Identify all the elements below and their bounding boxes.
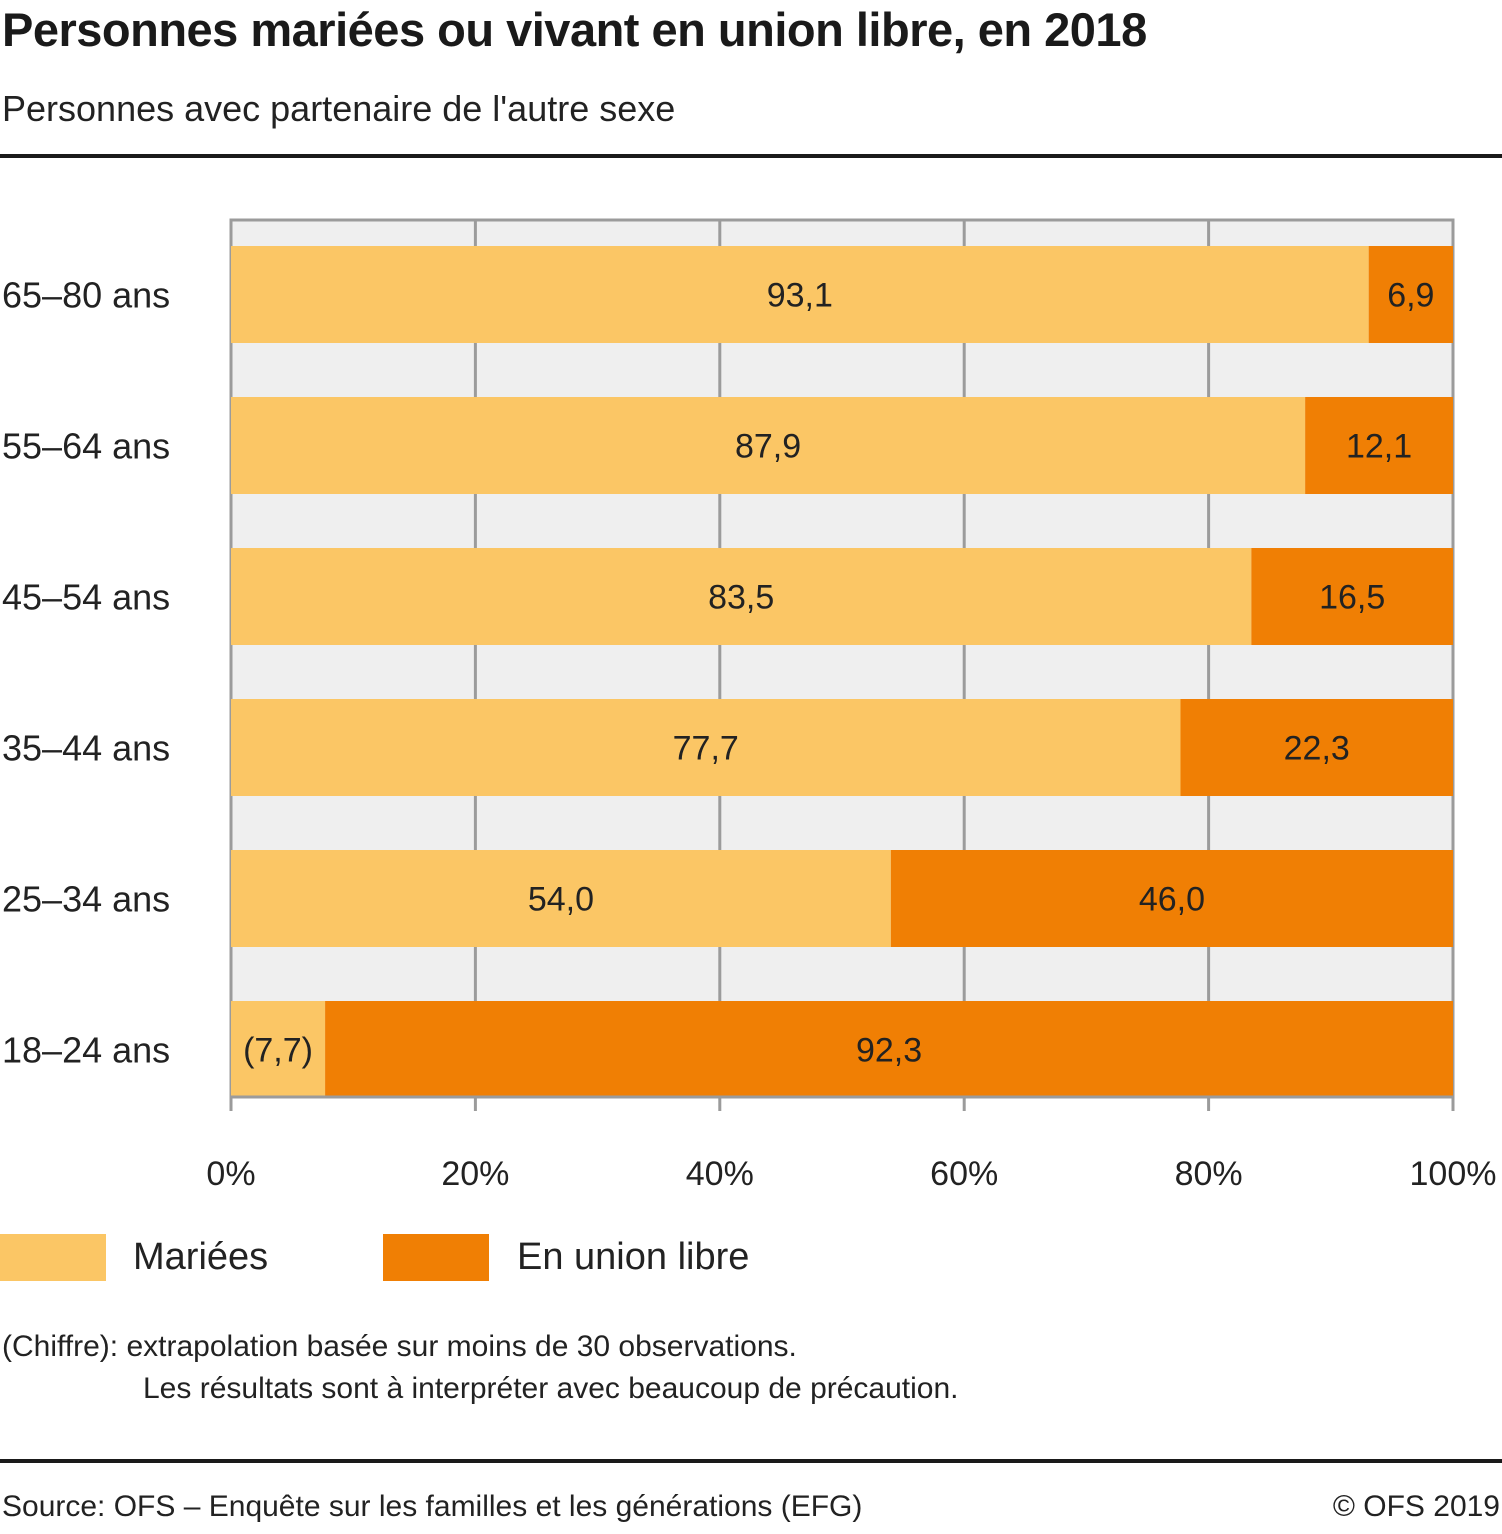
bar-value-label: 87,9 (735, 428, 801, 466)
x-tick-label: 100% (1410, 1155, 1497, 1193)
bar-value-label: 93,1 (767, 277, 833, 315)
category-label: 25–34 ans (2, 879, 170, 920)
bar-value-label: 6,9 (1387, 277, 1434, 315)
stacked-bar-chart: 93,1 6,9 87,9 12,1 83,5 16,5 77,7 22,3 54,0 46,0 (… (2, 218, 1497, 1193)
bar-value-label: 92,3 (856, 1032, 922, 1070)
legend-label-mariees: Mariées (133, 1236, 269, 1278)
bar-value-label: 46,0 (1139, 881, 1205, 919)
source-text: Source: OFS – Enquête sur les familles e… (2, 1490, 863, 1523)
x-axis: 0% 20% 40% 60% 80% 100% (206, 1095, 1497, 1193)
x-tick-label: 80% (1175, 1155, 1243, 1193)
footer-divider (0, 1459, 1502, 1463)
header-divider (0, 154, 1502, 158)
category-label: 45–54 ans (2, 577, 170, 618)
note-line-1: (Chiffre): extrapolation basée sur moins… (2, 1330, 797, 1363)
chart-subtitle: Personnes avec partenaire de l'autre sex… (2, 88, 676, 129)
bar-union-libre (1305, 397, 1453, 494)
plot-area (231, 220, 1453, 1097)
x-tick-label: 0% (206, 1155, 255, 1193)
bar-value-label: 83,5 (708, 579, 774, 617)
bar-value-label: 54,0 (528, 881, 594, 919)
bar-value-label: 22,3 (1284, 730, 1350, 768)
legend-swatch-mariees (0, 1234, 106, 1281)
bar-mariees (231, 850, 891, 947)
x-tick-label: 20% (441, 1155, 509, 1193)
bar-value-label: (7,7) (243, 1032, 313, 1070)
legend-label-union-libre: En union libre (517, 1236, 750, 1278)
gridlines (229, 218, 1455, 1111)
bar-value-label: 12,1 (1346, 428, 1412, 466)
bar-mariees (231, 397, 1306, 494)
legend-swatch-union-libre (383, 1234, 489, 1281)
bar-value-label: 16,5 (1319, 579, 1385, 617)
bar-union-libre (1368, 246, 1453, 343)
bar-union-libre (1251, 548, 1453, 645)
bar-union-libre (890, 850, 1453, 947)
category-label: 18–24 ans (2, 1030, 170, 1071)
category-labels: 65–80 ans 55–64 ans 45–54 ans 35–44 ans 25–3… (2, 275, 170, 1071)
bars (231, 246, 1453, 1098)
bar-mariees (231, 548, 1252, 645)
bar-mariees (231, 699, 1181, 796)
category-label: 65–80 ans (2, 275, 170, 316)
x-tick-label: 60% (930, 1155, 998, 1193)
plot-background (231, 220, 1453, 1097)
bar-union-libre (325, 1001, 1453, 1098)
copyright-text: © OFS 2019 (1332, 1490, 1500, 1523)
category-label: 55–64 ans (2, 426, 170, 467)
bar-union-libre (1180, 699, 1453, 796)
bar-mariees (231, 1001, 326, 1098)
bar-labels: 93,1 6,9 87,9 12,1 83,5 16,5 77,7 22,3 54,0 46,0 (… (243, 277, 1434, 1070)
bar-value-label: 77,7 (673, 730, 739, 768)
chart-title: Personnes mariées ou vivant en union lib… (2, 3, 1147, 56)
x-tick-label: 40% (686, 1155, 754, 1193)
category-label: 35–44 ans (2, 728, 170, 769)
note-line-2: Les résultats sont à interpréter avec be… (143, 1372, 959, 1405)
bar-mariees (231, 246, 1369, 343)
